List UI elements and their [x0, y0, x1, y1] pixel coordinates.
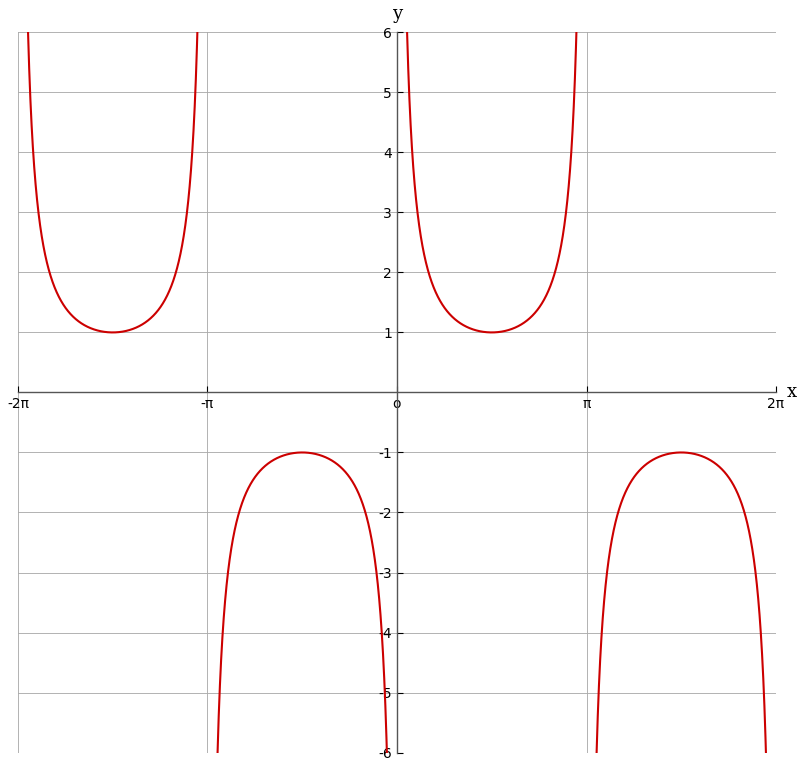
Text: x: x	[787, 383, 797, 402]
Text: y: y	[392, 5, 402, 23]
